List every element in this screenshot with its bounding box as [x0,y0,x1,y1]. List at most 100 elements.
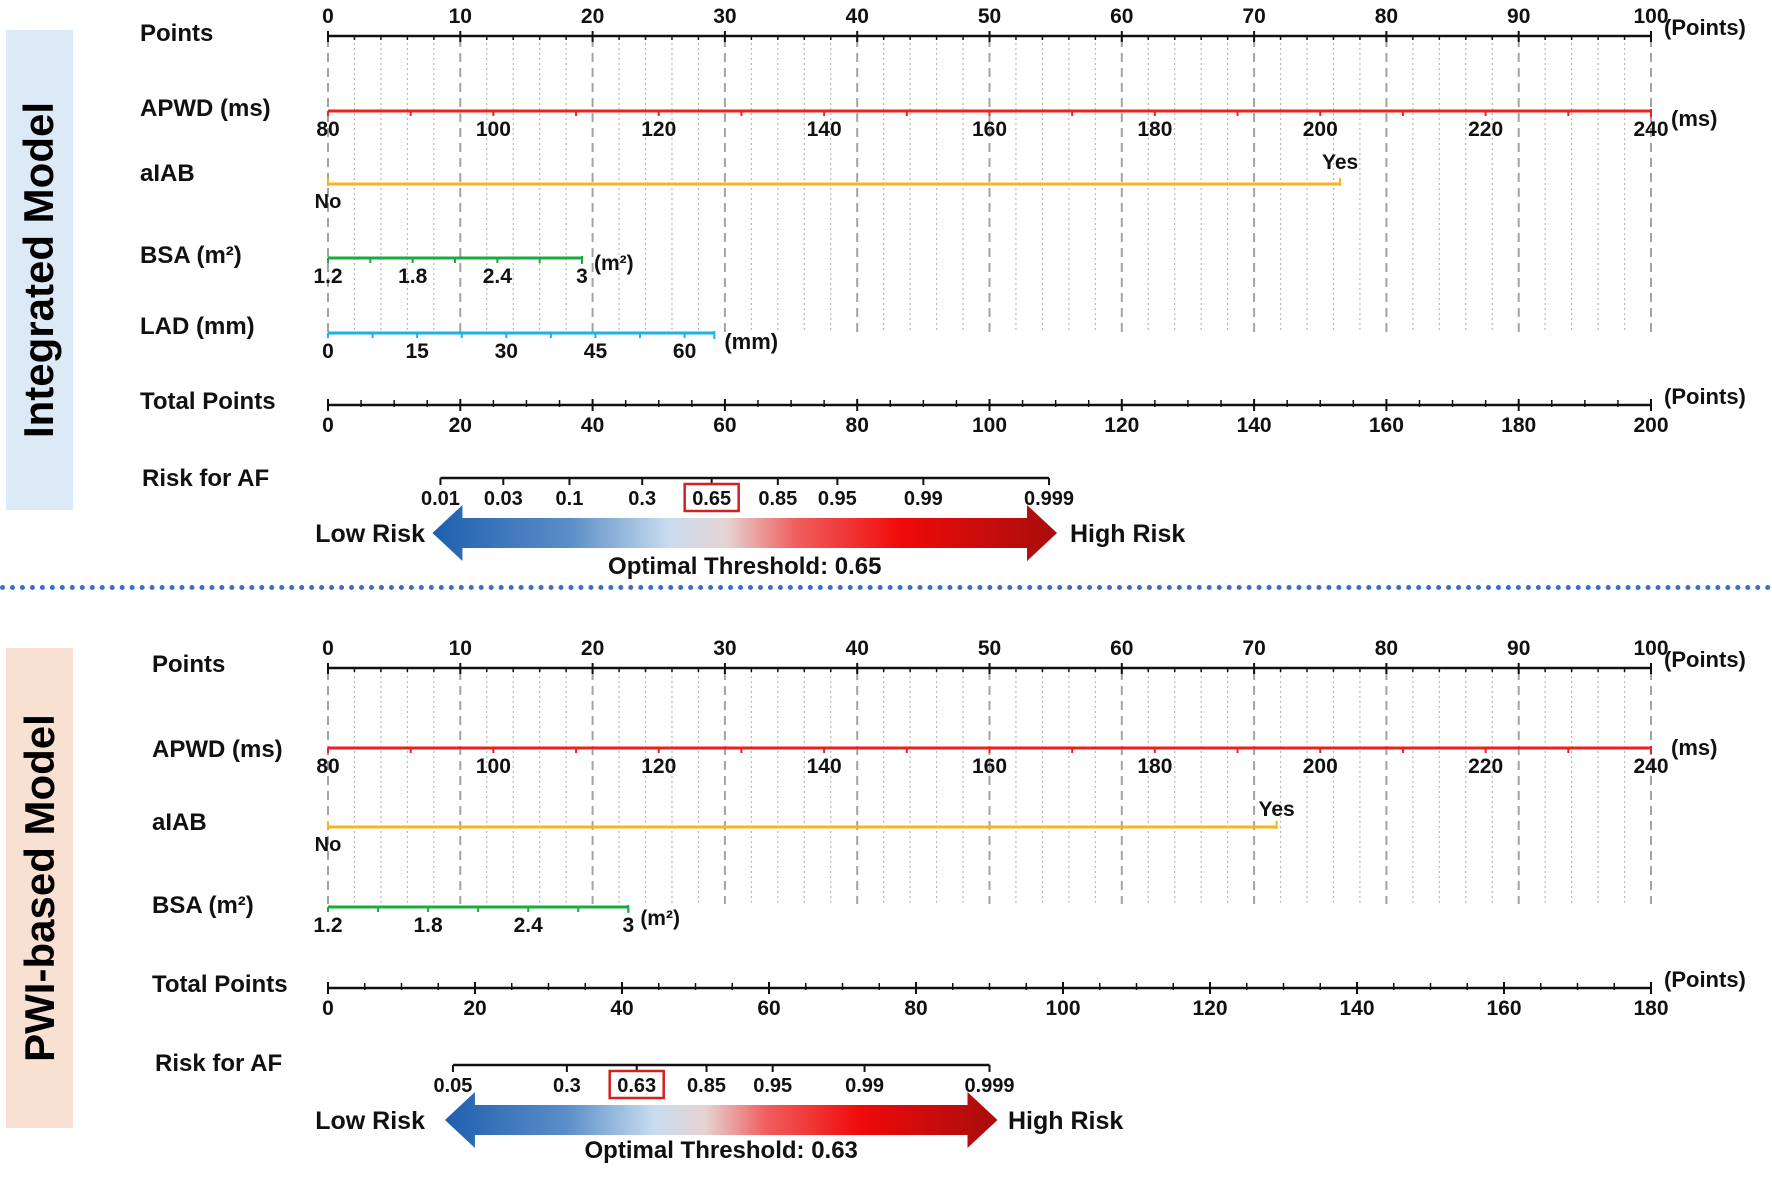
risk-tick-label: 0.3 [553,1075,581,1097]
alab-no-label: No [315,191,342,213]
total-points-tick-label: 180 [1633,997,1668,1020]
total-points-tick-label: 100 [972,414,1007,437]
lad-tick-label: 30 [495,340,518,363]
bsa-unit-label: (m²) [594,252,634,275]
optimal-threshold-box [608,1069,665,1100]
alab-yes-label: Yes [1258,798,1294,821]
total-points-unit-label: (Points) [1664,384,1746,409]
apwd-tick-label: 160 [972,118,1007,141]
row-label-lad: LAD (mm) [140,313,255,340]
total-points-tick-label: 140 [1339,997,1374,1020]
apwd-tick-label: 240 [1633,118,1668,141]
bsa-tick-label: 1.8 [398,265,428,288]
high-risk-label: High Risk [1070,520,1185,548]
points-tick-label: 0 [322,5,334,28]
row-label-bsa: BSA (m²) [152,892,254,919]
lad-tick-label: 60 [673,340,696,363]
total-points-tick-label: 20 [463,997,486,1020]
points-tick-label: 30 [713,637,736,660]
apwd-tick-label: 80 [316,755,339,778]
apwd-tick-label: 100 [476,755,511,778]
risk-tick-label: 0.999 [964,1075,1014,1097]
points-tick-label: 90 [1507,637,1530,660]
total-points-tick-label: 180 [1501,414,1536,437]
risk-tick-label: 0.03 [484,488,523,510]
lad-tick-label: 15 [405,340,429,363]
points-tick-label: 40 [846,5,869,28]
points-unit-label: (Points) [1664,15,1746,40]
low-risk-label: Low Risk [315,1107,425,1135]
points-tick-label: 100 [1633,5,1668,28]
row-label-total-points: Total Points [140,388,276,415]
lad-tick-label: 45 [584,340,608,363]
total-points-tick-label: 120 [1104,414,1139,437]
points-tick-label: 50 [978,637,1001,660]
total-points-tick-label: 140 [1237,414,1272,437]
apwd-tick-label: 200 [1303,755,1338,778]
points-tick-label: 60 [1110,5,1133,28]
apwd-tick-label: 120 [641,755,676,778]
total-points-tick-label: 160 [1486,997,1521,1020]
risk-tick-label: 0.3 [628,488,656,510]
apwd-tick-label: 80 [316,118,339,141]
row-label-points: Points [152,651,225,678]
row-label-alab: aIAB [152,809,207,836]
risk-tick-label: 0.01 [421,488,460,510]
apwd-tick-label: 120 [641,118,676,141]
row-label-apwd: APWD (ms) [152,736,283,763]
alab-no-label: No [315,834,342,856]
risk-tick-label: 0.95 [753,1075,792,1097]
apwd-tick-label: 180 [1137,755,1172,778]
points-tick-label: 90 [1507,5,1530,28]
row-label-points: Points [140,20,213,47]
risk-tick-label: 0.85 [758,488,797,510]
bsa-tick-label: 2.4 [483,265,513,288]
apwd-tick-label: 240 [1633,755,1668,778]
total-points-tick-label: 40 [610,997,633,1020]
points-tick-label: 80 [1375,5,1398,28]
total-points-tick-label: 200 [1633,414,1668,437]
row-label-apwd: APWD (ms) [140,95,271,122]
bsa-tick-label: 1.2 [313,914,342,937]
lad-unit-label: (mm) [724,329,778,354]
points-tick-label: 100 [1633,637,1668,660]
apwd-tick-label: 100 [476,118,511,141]
row-label-alab: aIAB [140,160,195,187]
total-points-tick-label: 60 [713,414,736,437]
total-points-tick-label: 160 [1369,414,1404,437]
bsa-tick-label: 3 [576,265,588,288]
row-label-risk: Risk for AF [142,465,269,492]
bsa-tick-label: 1.2 [313,265,342,288]
optimal-threshold-box [683,482,740,513]
bsa-tick-label: 3 [622,914,634,937]
panel-separator [0,585,1772,590]
apwd-tick-label: 220 [1468,118,1503,141]
points-unit-label: (Points) [1664,647,1746,672]
total-points-tick-label: 80 [904,997,927,1020]
points-tick-label: 30 [713,5,736,28]
risk-tick-label: 0.99 [904,488,943,510]
integrated-model-panel-tag: Integrated Model [6,30,73,510]
apwd-unit-label: (ms) [1671,735,1717,760]
low-risk-label: Low Risk [315,520,425,548]
optimal-threshold-text: Optimal Threshold: 0.63 [585,1137,858,1164]
points-tick-label: 40 [846,637,869,660]
points-tick-label: 80 [1375,637,1398,660]
points-tick-label: 10 [449,637,472,660]
points-tick-label: 20 [581,637,604,660]
lad-tick-label: 0 [322,340,334,363]
apwd-tick-label: 140 [807,755,842,778]
risk-tick-label: 0.63 [617,1075,656,1097]
bsa-unit-label: (m²) [640,907,680,930]
total-points-tick-label: 100 [1045,997,1080,1020]
risk-gradient-arrow [444,1092,998,1148]
apwd-tick-label: 180 [1137,118,1172,141]
total-points-tick-label: 60 [757,997,780,1020]
risk-tick-label: 0.95 [818,488,857,510]
row-label-bsa: BSA (m²) [140,242,242,269]
apwd-unit-label: (ms) [1671,106,1717,131]
apwd-tick-label: 160 [972,755,1007,778]
apwd-tick-label: 220 [1468,755,1503,778]
risk-tick-label: 0.999 [1024,488,1074,510]
